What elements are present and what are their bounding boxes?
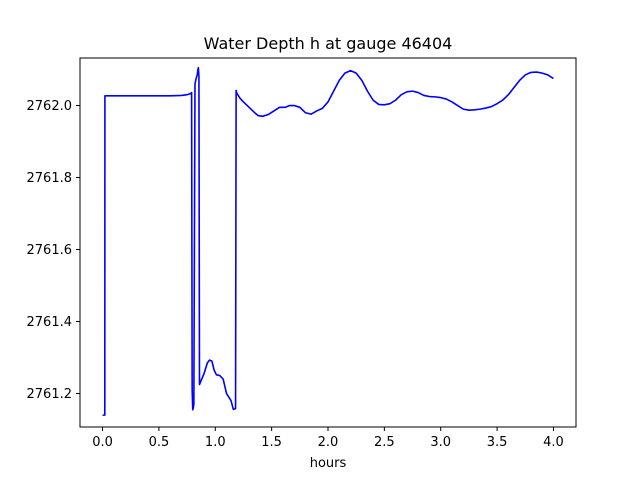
y-tick-label: 2761.4: [27, 315, 73, 330]
y-tick-label: 2762.0: [27, 99, 73, 114]
x-tick-label: 2.0: [318, 435, 339, 450]
x-axis: 0.0 0.5 1.0 1.5 2.0 2.5 3.0 3.5 4.0: [92, 427, 564, 450]
x-tick-label: 2.5: [374, 435, 395, 450]
y-tick-label: 2761.6: [27, 243, 73, 258]
x-tick-label: 1.5: [261, 435, 282, 450]
x-tick-label: 0.0: [92, 435, 113, 450]
chart-title: Water Depth h at gauge 46404: [204, 34, 453, 53]
y-axis: 2761.2 2761.4 2761.6 2761.8 2762.0: [27, 99, 80, 402]
series-line-0: [102, 66, 554, 416]
x-tick-label: 3.0: [430, 435, 451, 450]
x-tick-label: 1.0: [205, 435, 226, 450]
y-tick-label: 2761.8: [27, 171, 73, 186]
x-tick-label: 3.5: [487, 435, 508, 450]
x-tick-label: 4.0: [543, 435, 564, 450]
y-tick-label: 2761.2: [27, 387, 73, 402]
x-axis-label: hours: [310, 456, 347, 471]
x-tick-label: 0.5: [149, 435, 170, 450]
